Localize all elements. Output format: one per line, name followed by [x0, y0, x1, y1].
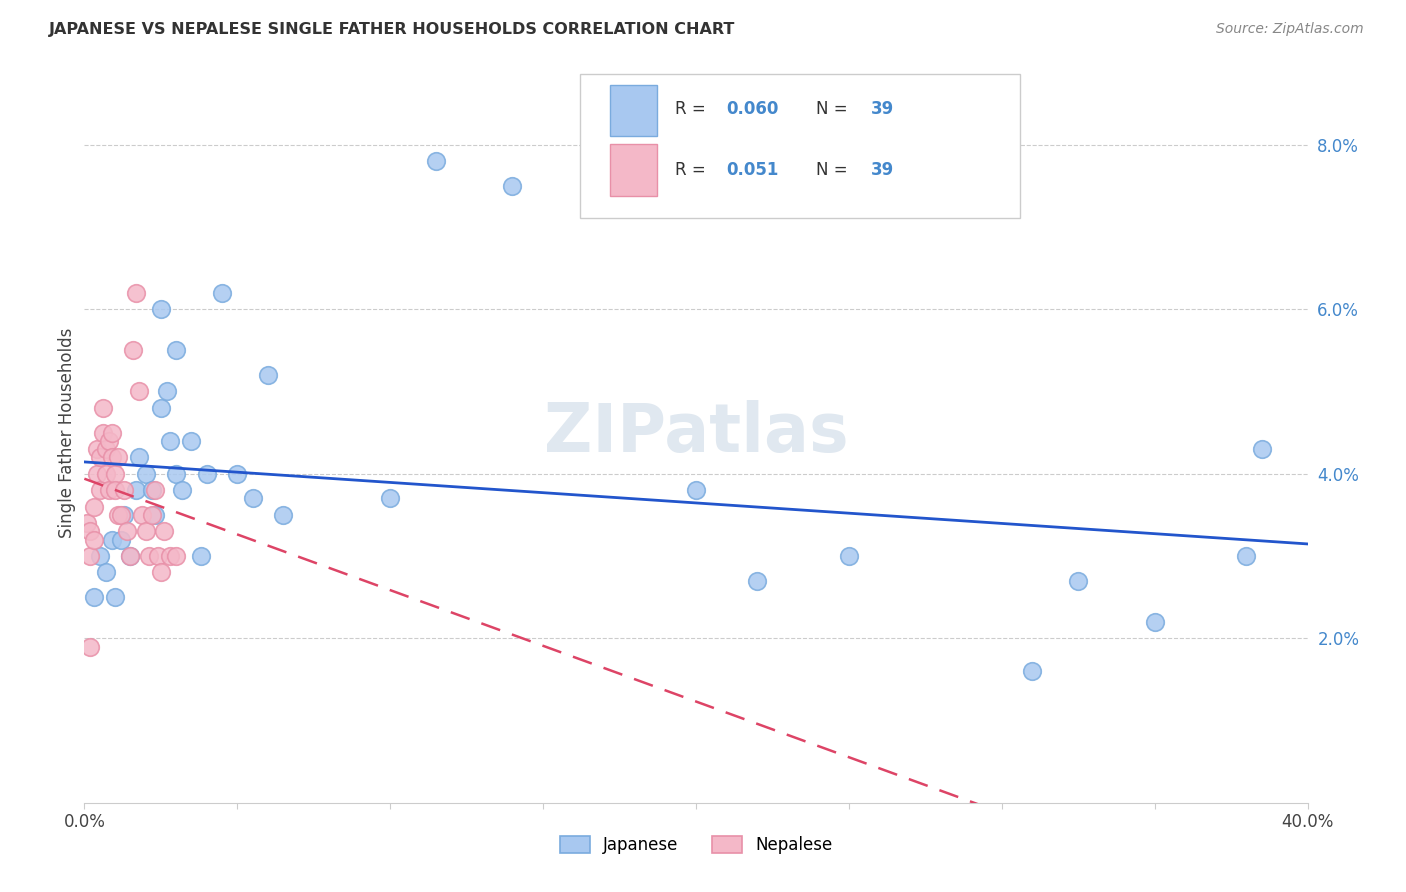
Point	[91, 425, 114, 440]
Point	[131, 508, 153, 522]
Text: 39: 39	[870, 100, 894, 118]
Point	[97, 483, 120, 498]
Point	[107, 508, 129, 522]
Point	[143, 508, 166, 522]
Point	[104, 483, 127, 498]
Point	[1143, 615, 1166, 629]
Point	[120, 549, 142, 563]
Point	[83, 500, 105, 514]
Text: 0.060: 0.060	[727, 100, 779, 118]
Point	[138, 549, 160, 563]
FancyBboxPatch shape	[579, 73, 1021, 218]
Point	[94, 442, 117, 456]
Text: Source: ZipAtlas.com: Source: ZipAtlas.com	[1216, 22, 1364, 37]
Point	[156, 384, 179, 399]
Text: 39: 39	[870, 161, 894, 178]
Point	[146, 549, 169, 563]
Point	[257, 368, 280, 382]
Point	[110, 533, 132, 547]
FancyBboxPatch shape	[610, 85, 657, 136]
Point	[89, 549, 111, 563]
Point	[141, 483, 163, 498]
Point	[685, 483, 707, 498]
Point	[1234, 549, 1257, 563]
Point	[149, 566, 172, 580]
FancyBboxPatch shape	[610, 144, 657, 195]
Point	[125, 483, 148, 498]
Point	[104, 467, 127, 481]
Text: N =: N =	[815, 161, 852, 178]
Point	[1067, 574, 1090, 588]
Point	[91, 401, 114, 415]
Point	[1021, 664, 1043, 678]
Point	[165, 467, 187, 481]
Point	[79, 524, 101, 539]
Text: R =: R =	[675, 100, 711, 118]
Point	[122, 343, 145, 358]
Point	[110, 508, 132, 522]
Point	[190, 549, 212, 563]
Point	[141, 508, 163, 522]
Text: JAPANESE VS NEPALESE SINGLE FATHER HOUSEHOLDS CORRELATION CHART: JAPANESE VS NEPALESE SINGLE FATHER HOUSE…	[49, 22, 735, 37]
Point	[76, 516, 98, 530]
Point	[79, 640, 101, 654]
Text: N =: N =	[815, 100, 852, 118]
Text: 0.051: 0.051	[727, 161, 779, 178]
Y-axis label: Single Father Households: Single Father Households	[58, 327, 76, 538]
Point	[101, 425, 124, 440]
Point	[747, 574, 769, 588]
Point	[86, 442, 108, 456]
Point	[159, 434, 181, 448]
Point	[135, 524, 157, 539]
Point	[502, 178, 524, 193]
Point	[180, 434, 202, 448]
Point	[159, 549, 181, 563]
Point	[425, 154, 447, 169]
Point	[242, 491, 264, 506]
Point	[112, 483, 135, 498]
Point	[143, 483, 166, 498]
Point	[135, 467, 157, 481]
Point	[94, 467, 117, 481]
Point	[195, 467, 218, 481]
Point	[128, 384, 150, 399]
Point	[83, 533, 105, 547]
Point	[153, 524, 176, 539]
Point	[838, 549, 860, 563]
Point	[104, 590, 127, 604]
Point	[94, 566, 117, 580]
Point	[107, 450, 129, 465]
Text: R =: R =	[675, 161, 711, 178]
Point	[115, 524, 138, 539]
Point	[149, 401, 172, 415]
Point	[97, 434, 120, 448]
Point	[128, 450, 150, 465]
Text: ZIPatlas: ZIPatlas	[544, 400, 848, 466]
Point	[112, 508, 135, 522]
Point	[271, 508, 294, 522]
Point	[120, 549, 142, 563]
Point	[211, 285, 233, 300]
Point	[1250, 442, 1272, 456]
Point	[380, 491, 402, 506]
Point	[101, 533, 124, 547]
Point	[165, 343, 187, 358]
Point	[226, 467, 249, 481]
Point	[149, 302, 172, 317]
Point	[83, 590, 105, 604]
Point	[79, 549, 101, 563]
Point	[86, 467, 108, 481]
Point	[172, 483, 194, 498]
Point	[101, 450, 124, 465]
Point	[89, 483, 111, 498]
Point	[89, 450, 111, 465]
Point	[125, 285, 148, 300]
Point	[165, 549, 187, 563]
Legend: Japanese, Nepalese: Japanese, Nepalese	[553, 830, 839, 861]
